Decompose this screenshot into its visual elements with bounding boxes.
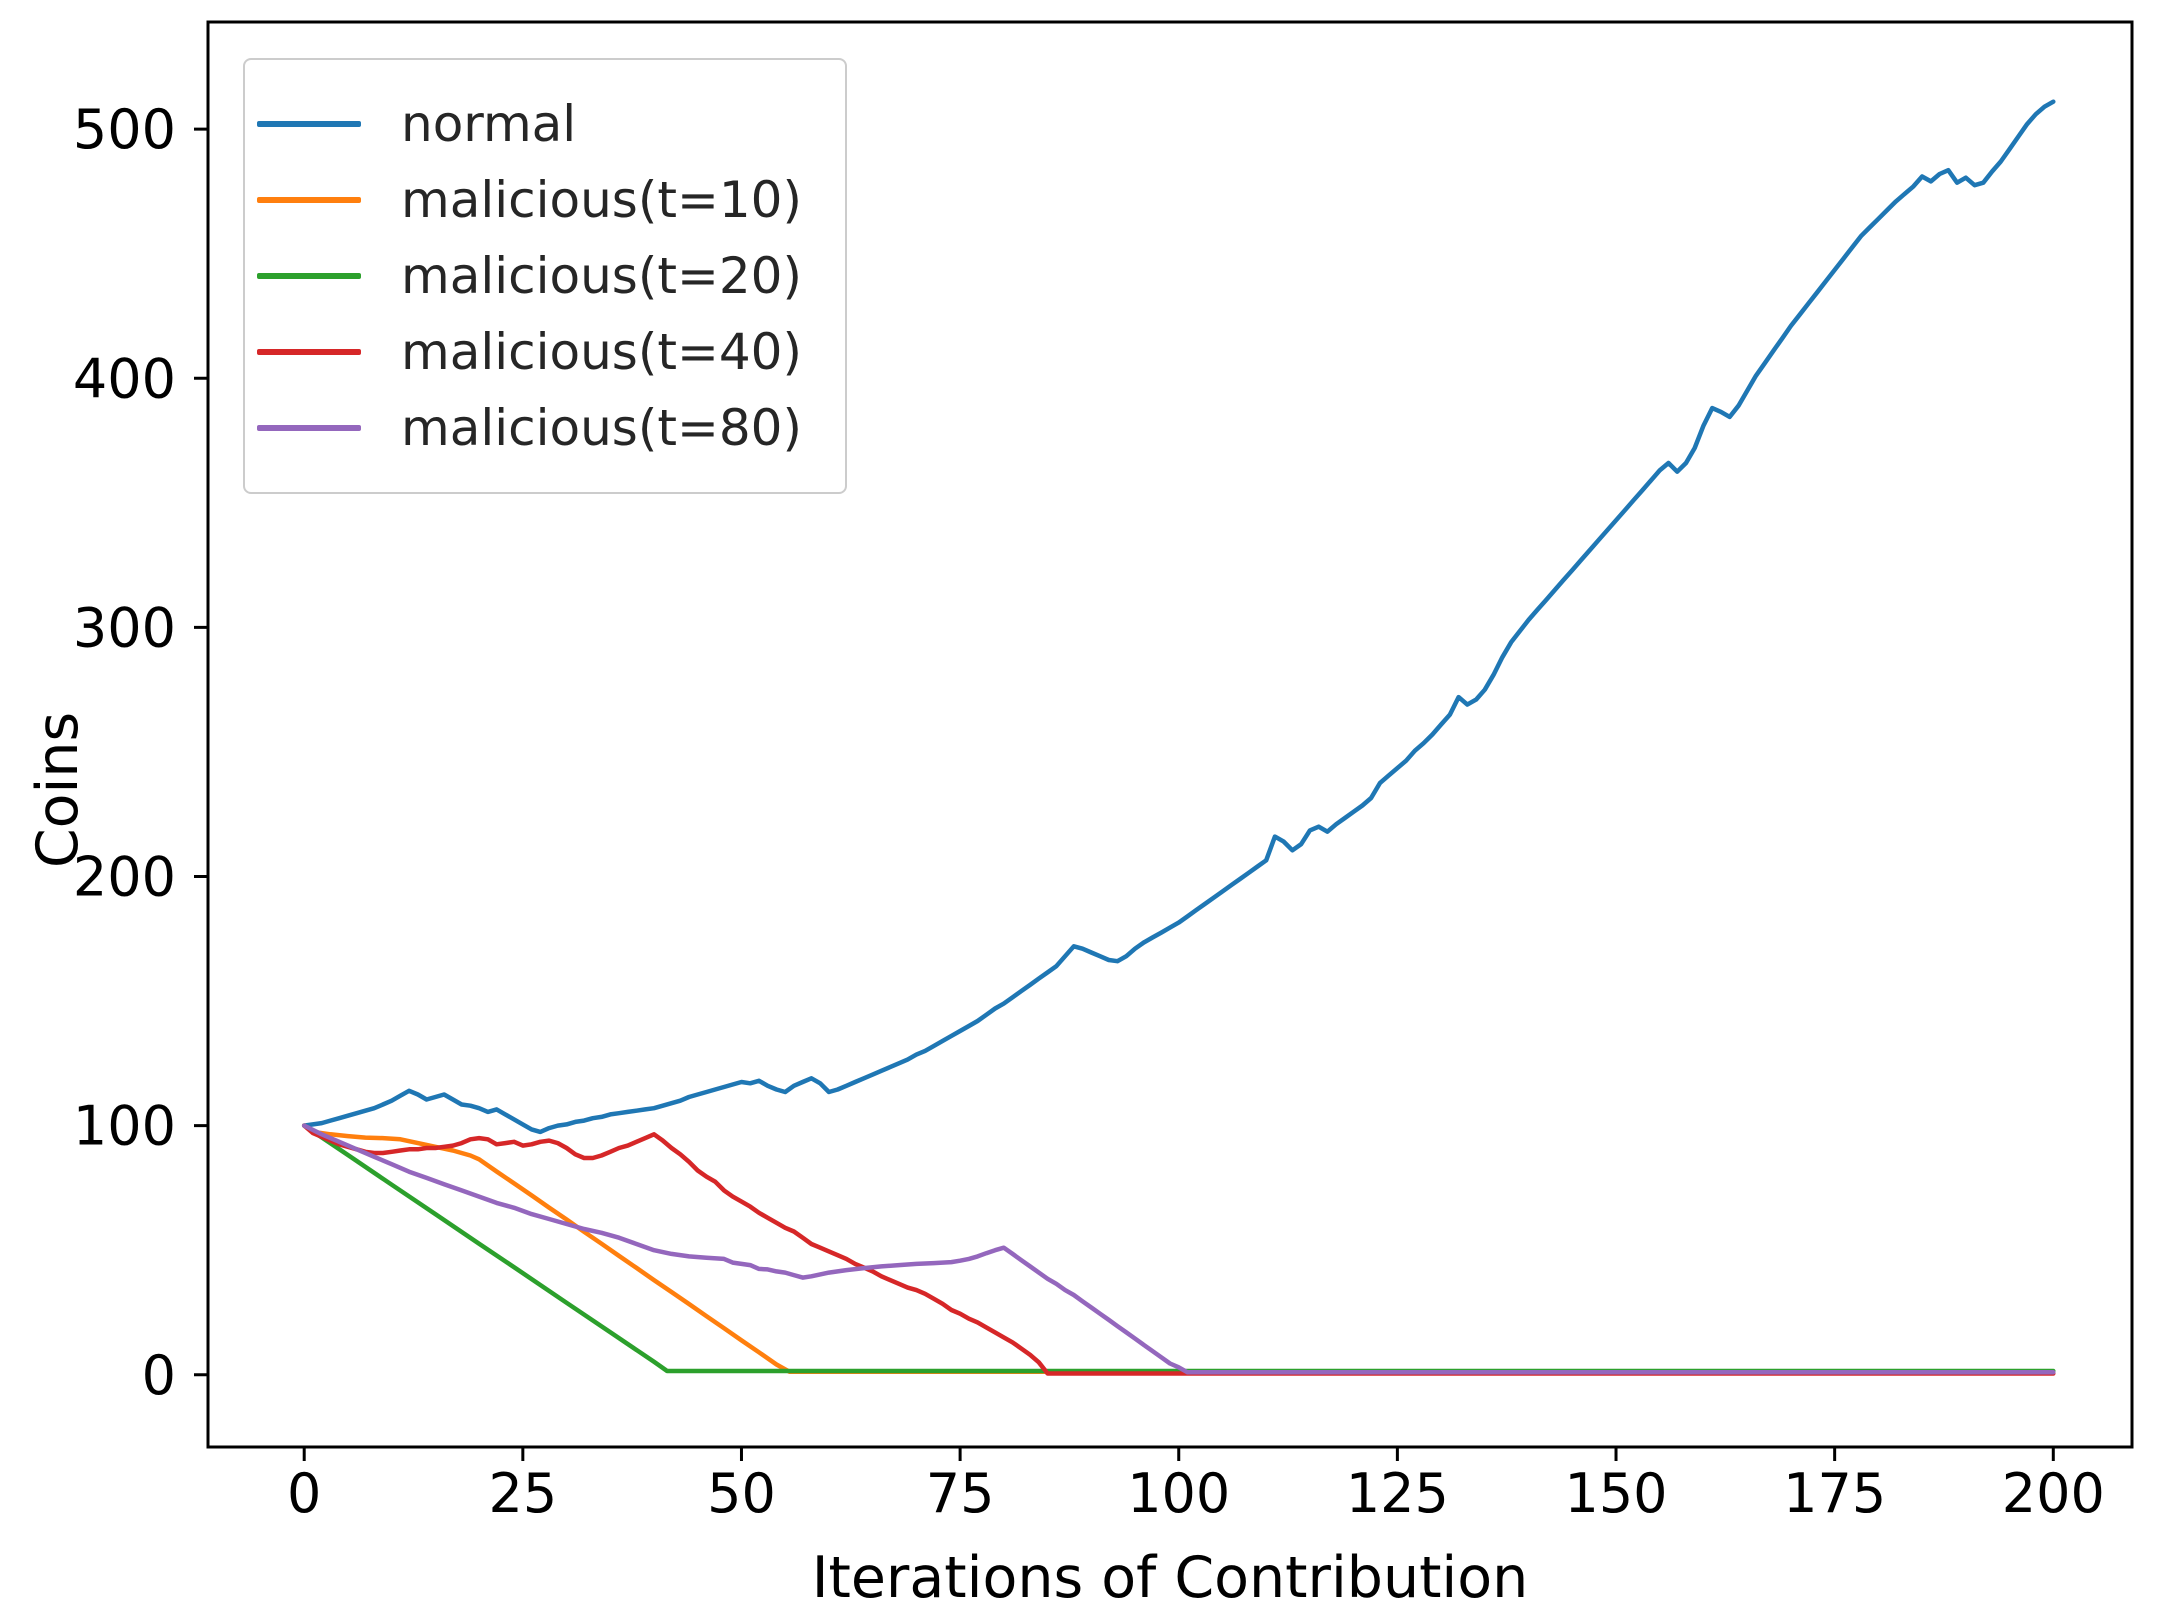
x-tick-label: 200 <box>2002 1462 2105 1525</box>
legend-swatch <box>257 349 361 355</box>
x-tick-label: 100 <box>1127 1462 1230 1525</box>
legend-entry: normal <box>257 86 835 162</box>
y-tick-label: 200 <box>73 846 176 909</box>
y-tick-label: 300 <box>73 596 176 659</box>
y-tick-label: 500 <box>73 98 176 161</box>
x-tick-label: 0 <box>287 1462 321 1525</box>
series-line-malicious-t-20 <box>301 1123 2056 1374</box>
legend-label: malicious(t=20) <box>401 247 802 305</box>
plot-border <box>206 20 2134 1449</box>
y-tick-label: 0 <box>142 1344 176 1407</box>
x-tick-label: 25 <box>488 1462 557 1525</box>
legend-swatch <box>257 273 361 279</box>
legend-swatch <box>257 121 361 127</box>
series-line-malicious-t-10 <box>301 1123 2056 1375</box>
x-tick-label: 150 <box>1564 1462 1667 1525</box>
x-tick-label: 50 <box>707 1462 776 1525</box>
series-line-malicious-t-80 <box>301 1123 2056 1375</box>
legend-entry: malicious(t=10) <box>257 162 835 238</box>
x-axis-title: Iterations of Contribution <box>811 1545 1529 1611</box>
legend-swatch <box>257 425 361 431</box>
y-axis: 0 100 200 300 400 500 <box>73 98 208 1407</box>
x-tick-label: 75 <box>926 1462 995 1525</box>
legend-label: normal <box>401 95 577 153</box>
legend-label: malicious(t=80) <box>401 399 802 457</box>
legend-entry: malicious(t=20) <box>257 238 835 314</box>
legend-entry: malicious(t=40) <box>257 314 835 390</box>
legend-entry: malicious(t=80) <box>257 390 835 466</box>
y-tick-label: 400 <box>73 347 176 410</box>
y-axis-title: Coins <box>25 711 91 869</box>
legend-label: malicious(t=40) <box>401 323 802 381</box>
x-tick-label: 175 <box>1783 1462 1886 1525</box>
legend-swatch <box>257 197 361 203</box>
series-group <box>301 99 2056 1376</box>
series-line-malicious-t-40 <box>301 1123 2056 1376</box>
y-tick-label: 100 <box>73 1095 176 1158</box>
legend: normal malicious(t=10) malicious(t=20) mali… <box>243 58 847 494</box>
x-tick-label: 125 <box>1346 1462 1449 1525</box>
x-axis: 0 25 50 75 100 125 150 175 200 <box>287 1447 2105 1525</box>
series-line-normal <box>301 99 2056 1135</box>
legend-label: malicious(t=10) <box>401 171 802 229</box>
